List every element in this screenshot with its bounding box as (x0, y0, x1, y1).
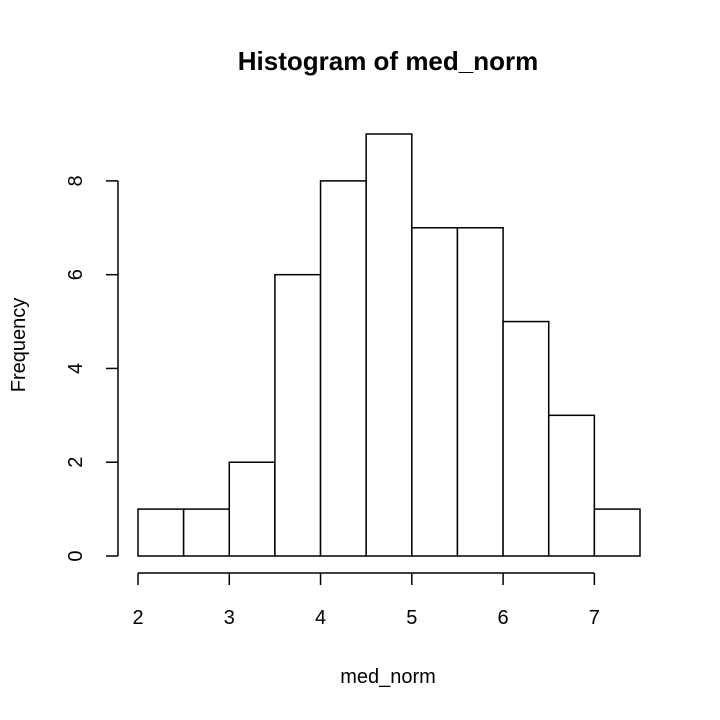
histogram-bar-4 (319, 180, 367, 557)
x-tick-label: 3 (224, 607, 235, 629)
x-tick-label: 2 (132, 607, 143, 629)
histogram-bar-10 (593, 508, 641, 557)
histogram-bar-5 (365, 133, 413, 557)
x-axis-label: med_norm (340, 666, 436, 688)
x-tick-label: 7 (589, 607, 600, 629)
x-tick-label: 4 (315, 607, 326, 629)
histogram-bar-7 (456, 227, 504, 557)
y-tick-label: 4 (65, 363, 87, 374)
histogram-bar-1 (182, 508, 231, 557)
y-tick-label: 0 (65, 550, 87, 561)
y-tick-label: 2 (65, 457, 87, 468)
y-tick-label: 6 (65, 269, 87, 280)
y-axis-label: Frequency (8, 298, 30, 393)
histogram-bar-6 (411, 227, 459, 557)
x-tick-label: 5 (406, 607, 417, 629)
histogram-bar-0 (137, 508, 185, 557)
x-axis: 2 3 4 5 6 7 (132, 572, 600, 629)
histogram-bar-9 (547, 414, 596, 557)
x-tick-label: 6 (498, 607, 509, 629)
histogram-bar-8 (502, 320, 550, 557)
histogram-bar-3 (274, 273, 322, 557)
bars-group (137, 133, 641, 557)
histogram-bar-2 (228, 461, 276, 557)
y-tick-label: 8 (65, 175, 87, 186)
y-axis: 0 2 4 6 8 (65, 175, 119, 562)
chart-title: Histogram of med_norm (238, 46, 539, 76)
